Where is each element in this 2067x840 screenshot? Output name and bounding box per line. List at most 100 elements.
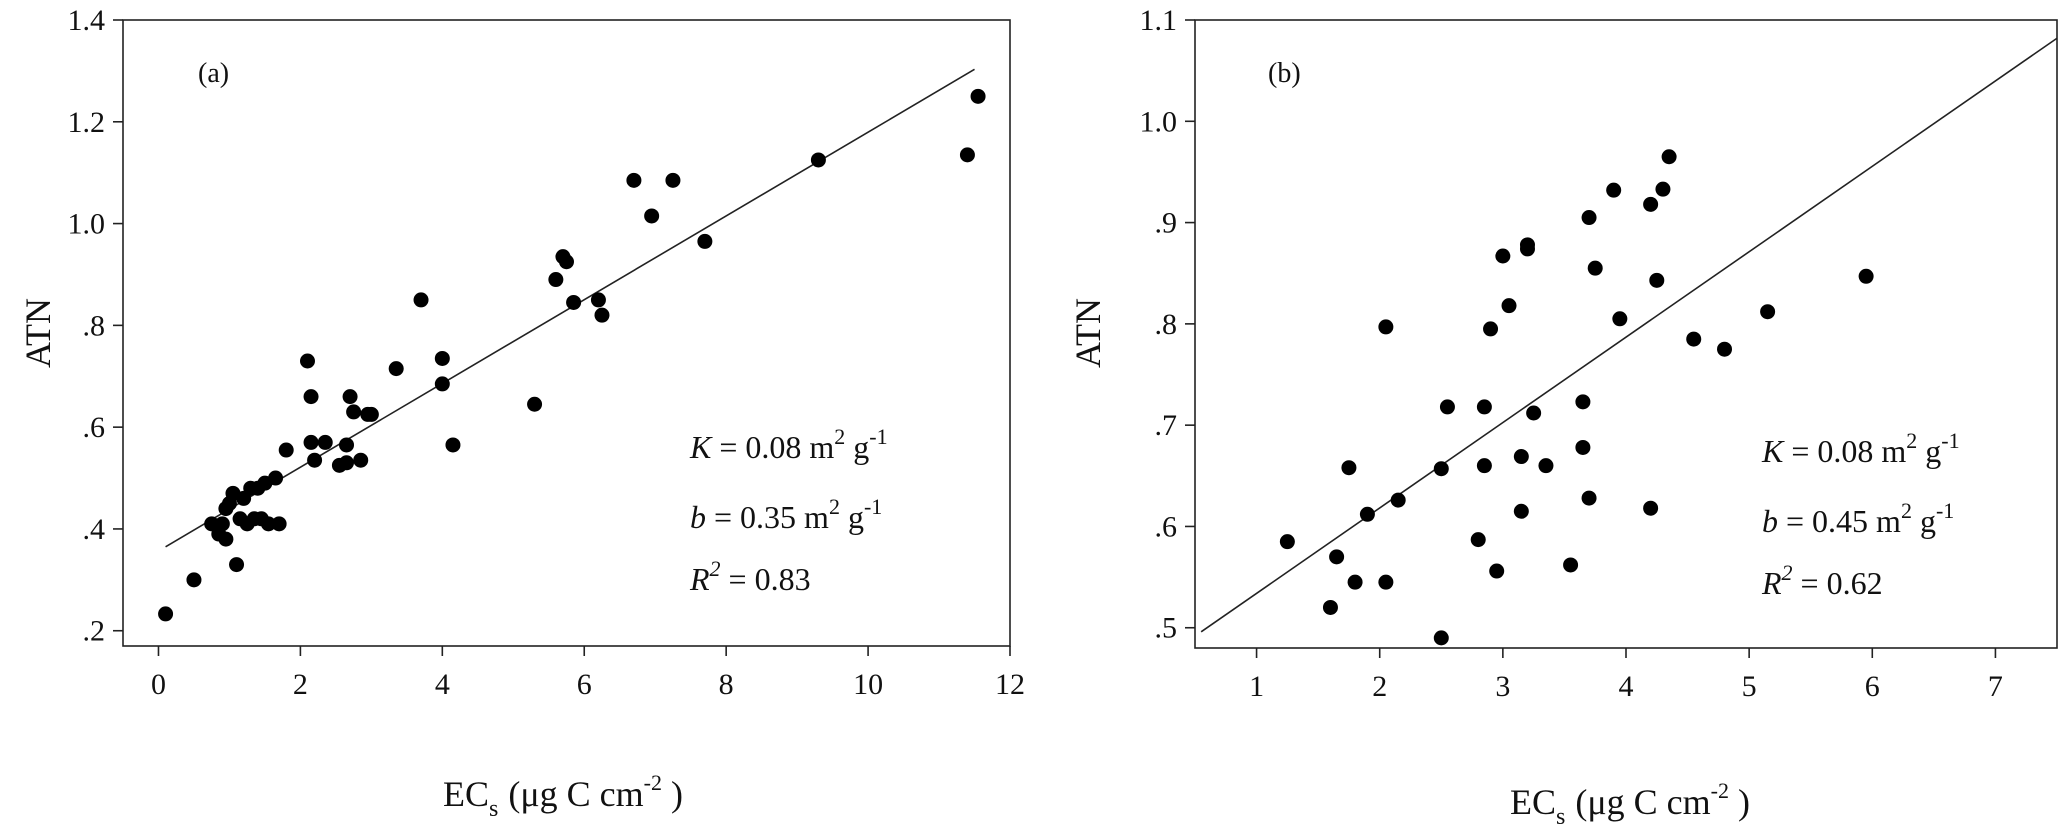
- data-point: [1378, 574, 1394, 590]
- data-point: [1661, 149, 1677, 165]
- x-label-unit-sup: -2: [644, 770, 662, 795]
- x-label-main: EC: [443, 774, 489, 814]
- data-point: [1470, 532, 1486, 548]
- data-point: [1575, 439, 1591, 455]
- y-tick-label: .7: [1155, 409, 1178, 442]
- data-point: [959, 147, 975, 163]
- data-point: [527, 396, 543, 412]
- panel-b-y-ticks: .5 .6 .7 .8 .9 1.0 1.1: [1140, 4, 1195, 645]
- y-tick-label: 1.0: [68, 208, 106, 241]
- panel-b-k-annotation: K = 0.08 m2 g-1: [1761, 428, 1960, 469]
- x-label-unit: (μg C cm: [508, 774, 643, 814]
- data-point: [317, 434, 333, 450]
- x-tick-label: 10: [853, 668, 883, 701]
- data-point: [339, 455, 355, 471]
- k-symbol: K: [1761, 433, 1785, 469]
- r2-equation: = 0.83: [721, 561, 811, 597]
- y-tick-label: .6: [1155, 510, 1178, 543]
- data-point: [1359, 506, 1375, 522]
- panel-b-plot-frame: [1194, 19, 2058, 649]
- k-symbol: K: [689, 429, 713, 465]
- panel-a-data-points: [158, 88, 986, 622]
- data-point: [1581, 210, 1597, 226]
- data-point: [1655, 181, 1671, 197]
- data-point: [1378, 319, 1394, 335]
- data-point: [1587, 260, 1603, 276]
- k-equation: = 0.08 m: [711, 429, 834, 465]
- data-point: [1495, 248, 1511, 264]
- data-point: [218, 531, 234, 547]
- data-point: [260, 516, 276, 532]
- y-tick-label: .4: [83, 513, 106, 546]
- data-point: [590, 292, 606, 308]
- panel-b-label: (b): [1268, 58, 1301, 89]
- x-label-close: ): [1729, 782, 1750, 822]
- data-point: [594, 307, 610, 323]
- k-sup-2: -1: [1941, 428, 1959, 453]
- data-point: [1717, 341, 1733, 357]
- k-sup-1: 2: [1906, 428, 1917, 453]
- data-point: [1686, 331, 1702, 347]
- b-sup-1: 2: [1901, 498, 1912, 523]
- panel-a-r2-annotation: R2 = 0.83: [689, 556, 811, 597]
- data-point: [1347, 574, 1363, 590]
- data-point: [346, 404, 362, 420]
- x-tick-label: 3: [1495, 670, 1510, 703]
- x-tick-label: 2: [293, 668, 308, 701]
- panel-b-x-ticks: 1 2 3 4 5 6 7: [1249, 648, 2003, 703]
- data-point: [214, 516, 230, 532]
- data-point: [413, 292, 429, 308]
- panel-a-y-ticks: .2 .4 .6 .8 1.0 1.2 1.4: [68, 4, 123, 648]
- data-point: [970, 88, 986, 104]
- data-point: [1433, 630, 1449, 646]
- panel-a-x-ticks: 0 2 4 6 8 10 12: [151, 646, 1025, 701]
- data-point: [278, 442, 294, 458]
- data-point: [1606, 182, 1622, 198]
- data-point: [1760, 304, 1776, 320]
- data-point: [229, 557, 245, 573]
- data-point: [271, 516, 287, 532]
- data-point: [299, 353, 315, 369]
- panel-a-b-annotation: b = 0.35 m2 g-1: [690, 494, 882, 535]
- data-point: [1322, 599, 1338, 615]
- y-tick-label: .8: [1155, 308, 1178, 341]
- data-point: [1538, 458, 1554, 474]
- data-point: [388, 361, 404, 377]
- panel-a-y-axis-label: ATN: [18, 298, 58, 368]
- data-point: [1575, 394, 1591, 410]
- x-tick-label: 0: [151, 668, 166, 701]
- panel-b-x-axis-label: ECs (μg C cm-2 ): [1510, 778, 1750, 830]
- k-equation: = 0.08 m: [1783, 433, 1906, 469]
- data-point: [566, 294, 582, 310]
- panel-a-chart: 0 2 4 6 8 10 12 .2 .4 .6 .8 1.0 1.2 1.4 (a) K = 0.08…: [18, 4, 1025, 822]
- x-tick-label: 2: [1372, 670, 1387, 703]
- data-point: [353, 452, 369, 468]
- panel-a-x-axis-label: ECs (μg C cm-2 ): [443, 770, 683, 822]
- data-point: [186, 572, 202, 588]
- b-symbol: b: [690, 499, 706, 535]
- data-point: [339, 437, 355, 453]
- x-tick-label: 12: [995, 668, 1025, 701]
- data-point: [1433, 461, 1449, 477]
- data-point: [1643, 500, 1659, 516]
- b-equation: = 0.45 m: [1778, 503, 1901, 539]
- b-unit: g: [840, 499, 864, 535]
- x-tick-label: 5: [1742, 670, 1757, 703]
- data-point: [445, 437, 461, 453]
- x-tick-label: 7: [1988, 670, 2003, 703]
- data-point: [626, 172, 642, 188]
- x-label-sub: s: [1556, 804, 1565, 830]
- x-label-unit: (μg C cm: [1575, 782, 1710, 822]
- data-point: [303, 434, 319, 450]
- data-point: [1439, 399, 1455, 415]
- b-unit: g: [1912, 503, 1936, 539]
- y-tick-label: .6: [83, 411, 106, 444]
- data-point: [158, 606, 174, 622]
- x-tick-label: 4: [1619, 670, 1634, 703]
- data-point: [1643, 196, 1659, 212]
- k-sup-1: 2: [834, 424, 845, 449]
- b-sup-1: 2: [829, 494, 840, 519]
- b-symbol: b: [1762, 503, 1778, 539]
- data-point: [1329, 549, 1345, 565]
